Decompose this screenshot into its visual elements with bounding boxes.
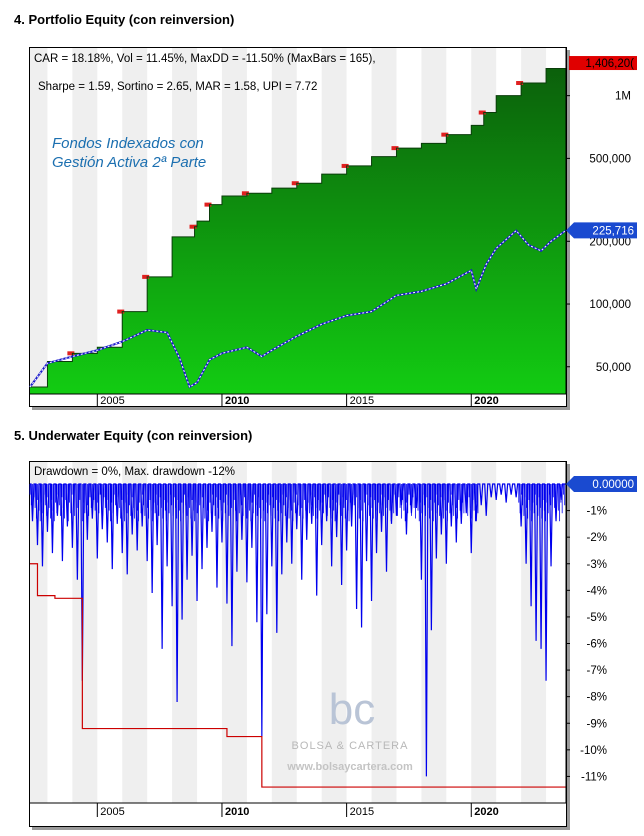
drawdown-y-tick-label: -2% — [587, 532, 607, 544]
watermark: bc BOLSA & CARTERA www.bolsaycartera.com — [286, 685, 413, 773]
max-drawdown-line — [30, 563, 566, 788]
drawdown-x-tick-label: 2010 — [225, 806, 249, 818]
drawdown-y-tick-label: -4% — [587, 585, 607, 597]
equity-panel-title: 4. Portfolio Equity (con reinversion) — [14, 12, 235, 27]
drawdown-y-tick-label: -1% — [587, 506, 607, 518]
drawdown-y-tick-label: -5% — [587, 612, 607, 624]
drawdown-x-tick-label: 2020 — [474, 806, 498, 818]
equity-x-tick-label: 2005 — [100, 395, 124, 407]
equity-y-tick-label: 200,000 — [589, 236, 631, 248]
equity-drawdown-mark — [67, 351, 75, 356]
watermark-url: www.bolsaycartera.com — [286, 761, 413, 773]
drawdown-stats: Drawdown = 0%, Max. drawdown -12% — [34, 466, 235, 478]
portfolio-equity-outline — [30, 62, 567, 388]
drawdown-y-tick-label: -8% — [587, 692, 607, 704]
drawdown-x-tick-label: 2005 — [100, 806, 124, 818]
drawdown-y-tick-label: -6% — [587, 639, 607, 651]
drawdown-x-tick-label: 2015 — [350, 806, 374, 818]
watermark-name: BOLSA & CARTERA — [292, 740, 409, 752]
underwater-chart: bc BOLSA & CARTERA www.bolsaycartera.com… — [29, 462, 637, 818]
equity-stats-line1: CAR = 18.18%, Vol = 11.45%, MaxDD = -11.… — [34, 53, 376, 65]
equity-x-tick-label: 2015 — [350, 395, 374, 407]
benchmark-last-value: 225,716 — [592, 225, 634, 237]
overlay-title-line2: Gestión Activa 2ª Parte — [52, 154, 206, 171]
equity-drawdown-mark — [478, 110, 486, 115]
equity-drawdown-mark — [391, 146, 399, 151]
drawdown-y-tick-label: -3% — [587, 559, 607, 571]
underwater-chart-frame: bc BOLSA & CARTERA www.bolsaycartera.com… — [29, 461, 637, 827]
equity-drawdown-mark — [117, 309, 125, 314]
equity-x-tick-label: 2010 — [225, 395, 249, 407]
year-band — [72, 48, 98, 394]
equity-chart: 1M 500,000 200,000 100,000 50,000 1,406,20( 22… — [29, 48, 637, 407]
dd-frame-shadow — [567, 464, 570, 830]
drawdown-last-value-box — [566, 476, 637, 492]
drawdown-y-tick-label: -10% — [580, 745, 607, 757]
overlay-title-line1: Fondos Indexados con — [52, 135, 204, 152]
equity-x-tick-label: 2020 — [474, 395, 498, 407]
dd-frame-shadow-bottom — [32, 827, 570, 830]
equity-y-tick-label: 50,000 — [596, 362, 631, 374]
equity-drawdown-mark — [441, 132, 449, 137]
watermark-logo: bc — [329, 685, 375, 734]
equity-drawdown-mark — [341, 163, 349, 168]
equity-last-value: 1,406,20( — [585, 58, 634, 70]
drawdown-y-tick-label: -7% — [587, 665, 607, 677]
drawdown-last-value: 0.00000 — [592, 479, 634, 491]
equity-y-tick-label: 1M — [615, 91, 631, 103]
drawdown-y-tick-label: -11% — [581, 771, 607, 783]
benchmark-line — [29, 229, 567, 389]
equity-y-tick-label: 100,000 — [589, 299, 631, 311]
underwater-panel-title: 5. Underwater Equity (con reinversion) — [14, 428, 253, 443]
equity-frame-shadow-bottom — [32, 407, 570, 410]
drawdown-y-tick-label: -9% — [587, 718, 607, 730]
equity-drawdown-mark — [241, 191, 249, 196]
equity-drawdown-mark — [142, 274, 150, 279]
portfolio-equity-area — [30, 62, 566, 395]
year-band — [30, 48, 48, 394]
benchmark-last-value-box — [566, 222, 637, 239]
equity-drawdown-mark — [204, 202, 212, 207]
equity-last-value-box — [569, 56, 637, 71]
equity-drawdown-mark — [291, 181, 299, 186]
equity-y-tick-label: 500,000 — [589, 153, 631, 165]
equity-stats-line2: Sharpe = 1.59, Sortino = 2.65, MAR = 1.5… — [38, 81, 317, 93]
equity-chart-frame: 1M 500,000 200,000 100,000 50,000 1,406,20( 22… — [29, 47, 637, 407]
equity-drawdown-mark — [189, 224, 197, 229]
equity-drawdown-mark — [516, 81, 524, 86]
